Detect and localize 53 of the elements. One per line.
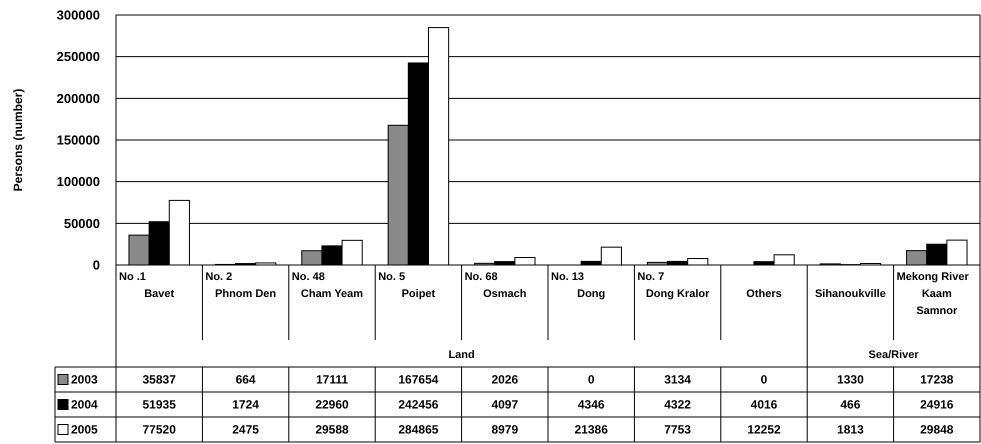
x-tick-label: No. 7 Dong Kralor xyxy=(637,271,710,300)
y-tick-label: 200000 xyxy=(56,90,100,106)
data-label: 2475 xyxy=(232,422,260,437)
data-label: 17111 xyxy=(316,372,348,387)
x-tick-label: No. 5 Poipet xyxy=(378,271,436,300)
legend-label: 2005 xyxy=(71,422,98,437)
y-tick-label: 300000 xyxy=(56,8,100,23)
y-axis-title: Persons (number) xyxy=(11,88,25,192)
data-label: 4322 xyxy=(664,398,692,412)
data-label: 167654 xyxy=(398,372,439,387)
x-tick-label: No. 48 Cham Yeam xyxy=(292,271,364,300)
data-label: 3134 xyxy=(664,372,692,387)
x-tick-label: No. 13 Dong xyxy=(551,271,606,300)
data-label: 4346 xyxy=(578,398,605,412)
data-label: 0 xyxy=(760,372,768,387)
data-label: 1813 xyxy=(837,422,864,437)
data-label: 664 xyxy=(236,372,256,387)
data-label: 466 xyxy=(840,398,861,412)
data-label: 242456 xyxy=(398,398,439,412)
data-label: 4016 xyxy=(750,398,778,412)
data-label: 8979 xyxy=(491,422,518,437)
text: Sea/River xyxy=(868,349,920,361)
x-tick-label: Mekong River Kaam Samnor xyxy=(896,271,970,317)
x-tick-label: Others xyxy=(746,288,782,300)
data-label: 1330 xyxy=(837,372,864,387)
y-tick-label: 100000 xyxy=(56,174,100,190)
text: Land xyxy=(448,349,475,361)
data-label: 1724 xyxy=(232,398,260,412)
data-label: 51935 xyxy=(142,398,176,412)
data-label: 77520 xyxy=(142,422,176,437)
y-tick-label: 150000 xyxy=(56,132,100,148)
data-label: 12252 xyxy=(747,422,782,437)
x-tick-label: No. 2 Phnom Den xyxy=(205,271,276,300)
data-label: 29588 xyxy=(315,422,350,437)
y-tick-label: 50000 xyxy=(64,216,100,231)
x-tick-label: Sihanoukville xyxy=(814,288,886,300)
y-tick-label: 250000 xyxy=(56,49,100,64)
data-label: 4097 xyxy=(491,398,518,412)
y-tick-label: 0 xyxy=(92,258,100,273)
x-tick-label: No. 68 Osmach xyxy=(464,271,527,300)
data-label: 35837 xyxy=(142,372,176,387)
data-label: 7753 xyxy=(664,422,692,437)
data-label: 17238 xyxy=(920,372,954,387)
data-label: 284865 xyxy=(398,422,439,437)
legend-label: 2003 xyxy=(71,372,98,387)
data-label: 22960 xyxy=(315,398,350,412)
legend-label: 2004 xyxy=(71,398,98,412)
data-label: 0 xyxy=(588,372,595,387)
data-label: 24916 xyxy=(920,398,954,412)
data-label: 21386 xyxy=(574,422,608,437)
data-label: 29848 xyxy=(920,422,954,437)
data-label: 2026 xyxy=(491,372,518,387)
x-tick-label: No .1 Bavet xyxy=(119,271,175,300)
